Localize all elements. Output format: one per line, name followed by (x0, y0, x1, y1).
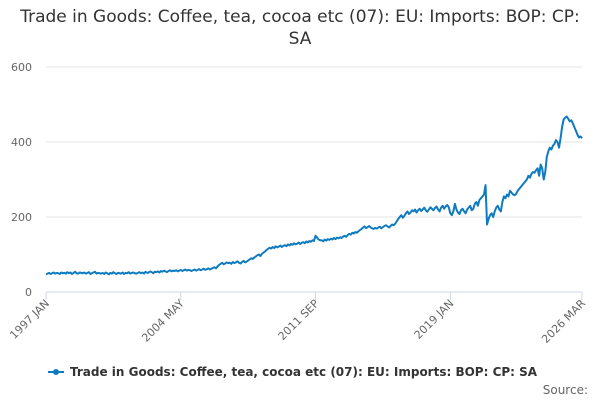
x-tick-label: 1997 JAN (7, 297, 52, 342)
x-tick-label: 2019 JAN (412, 297, 457, 342)
y-tick-label: 0 (25, 286, 32, 299)
chart-title: Trade in Goods: Coffee, tea, cocoa etc (… (20, 7, 580, 49)
x-tick-label: 2004 MAY (139, 297, 187, 345)
y-tick-label: 600 (11, 61, 32, 74)
legend-marker (53, 369, 59, 375)
x-tick-label: 2011 SEP (276, 297, 322, 343)
line (45, 115, 583, 276)
source: Source: (543, 383, 588, 397)
x-tick-label: 2026 MAR (539, 297, 588, 346)
y-tick-label: 400 (11, 136, 32, 149)
y-tick-label: 200 (11, 211, 32, 224)
legend-label: Trade in Goods: Coffee, tea, cocoa etc (… (70, 365, 538, 379)
